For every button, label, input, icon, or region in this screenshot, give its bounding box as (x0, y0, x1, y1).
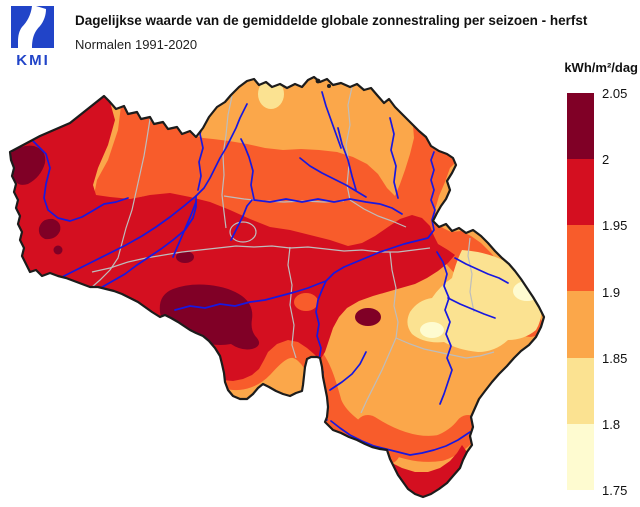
river-path-sambre (174, 280, 327, 311)
legend-color-cell (567, 93, 594, 160)
region-maroon-coast-3 (53, 245, 63, 255)
page-subtitle: Normalen 1991-2020 (75, 37, 198, 52)
legend-tick-label: 1.95 (602, 218, 628, 233)
river-path-ambleve (447, 297, 496, 319)
region-lightyellow-north-patch (258, 79, 284, 109)
river-path-limburg (389, 117, 399, 199)
region-orangered-band (94, 77, 544, 337)
province-border-path (91, 118, 151, 288)
kmi-logo-text: KMI (16, 52, 50, 69)
legend-tick-label: 1.9 (602, 285, 621, 300)
region-maroon-center-small (176, 251, 194, 263)
province-border-path (287, 246, 297, 359)
region-orange-north (196, 77, 414, 196)
province-border-path (221, 95, 233, 229)
province-border-path (223, 195, 345, 203)
title-block: Dagelijkse waarde van de gemiddelde glob… (75, 13, 587, 52)
legend-color-cell (567, 423, 594, 490)
legend-tick-label: 1.85 (602, 351, 628, 366)
legend-color-cell (567, 291, 594, 358)
legend-colorbar (567, 93, 594, 490)
province-border-path (395, 337, 495, 359)
kmi-logo-icon (11, 6, 54, 48)
river-path-scheldt-lower (195, 103, 248, 197)
region-paleyellow-spot-famenne (420, 322, 444, 338)
legend-color-cell (567, 159, 594, 226)
province-border-path (467, 237, 475, 313)
river-path-kempen (321, 91, 342, 149)
province-border-path (360, 337, 397, 414)
legend-tick-label: 1.75 (602, 483, 628, 498)
river-path-dender (172, 201, 197, 258)
river-path-senne (230, 199, 253, 241)
region-maroon-coast-1 (11, 145, 46, 185)
legend-color-cell (567, 357, 594, 424)
region-paleyellow-spot-east (513, 281, 541, 301)
legend-tick-label: 2.05 (602, 86, 628, 101)
river-path-lesse (329, 351, 367, 391)
region-maroon-meuse (355, 308, 381, 326)
river-path-yser (31, 139, 129, 222)
river-path-demer (253, 198, 403, 215)
river-path-nete (299, 157, 367, 198)
enclave-dot (327, 84, 331, 88)
enclave-dot (315, 78, 321, 84)
river-path-vesdre (454, 257, 509, 284)
region-maroon-coast-2 (38, 218, 61, 240)
page-title: Dagelijkse waarde van de gemiddelde glob… (75, 13, 588, 28)
river-path-semois (330, 420, 471, 456)
river-path-ourthe (436, 251, 453, 405)
province-border-path (389, 251, 399, 339)
country-border-belgium (8, 75, 546, 499)
legend-tick-label: 2 (602, 152, 610, 167)
legend-tick-label: 1.8 (602, 417, 621, 432)
river-path-leie (61, 195, 197, 278)
river-path-dijle (240, 138, 255, 200)
legend-unit-label: kWh/m²/dag (564, 60, 638, 75)
province-border-path (349, 199, 407, 228)
river-path-scheldt-upper (96, 195, 197, 291)
legend: kWh/m²/dag 2.05 2 1.95 1.9 1.85 1.8 1.75 (556, 60, 640, 500)
province-border-brussels (229, 221, 257, 243)
legend-color-cell (567, 225, 594, 292)
region-orangered-pocket (294, 293, 318, 311)
river-path-nete-branch (337, 127, 357, 191)
kmi-logo: KMI (8, 6, 58, 69)
